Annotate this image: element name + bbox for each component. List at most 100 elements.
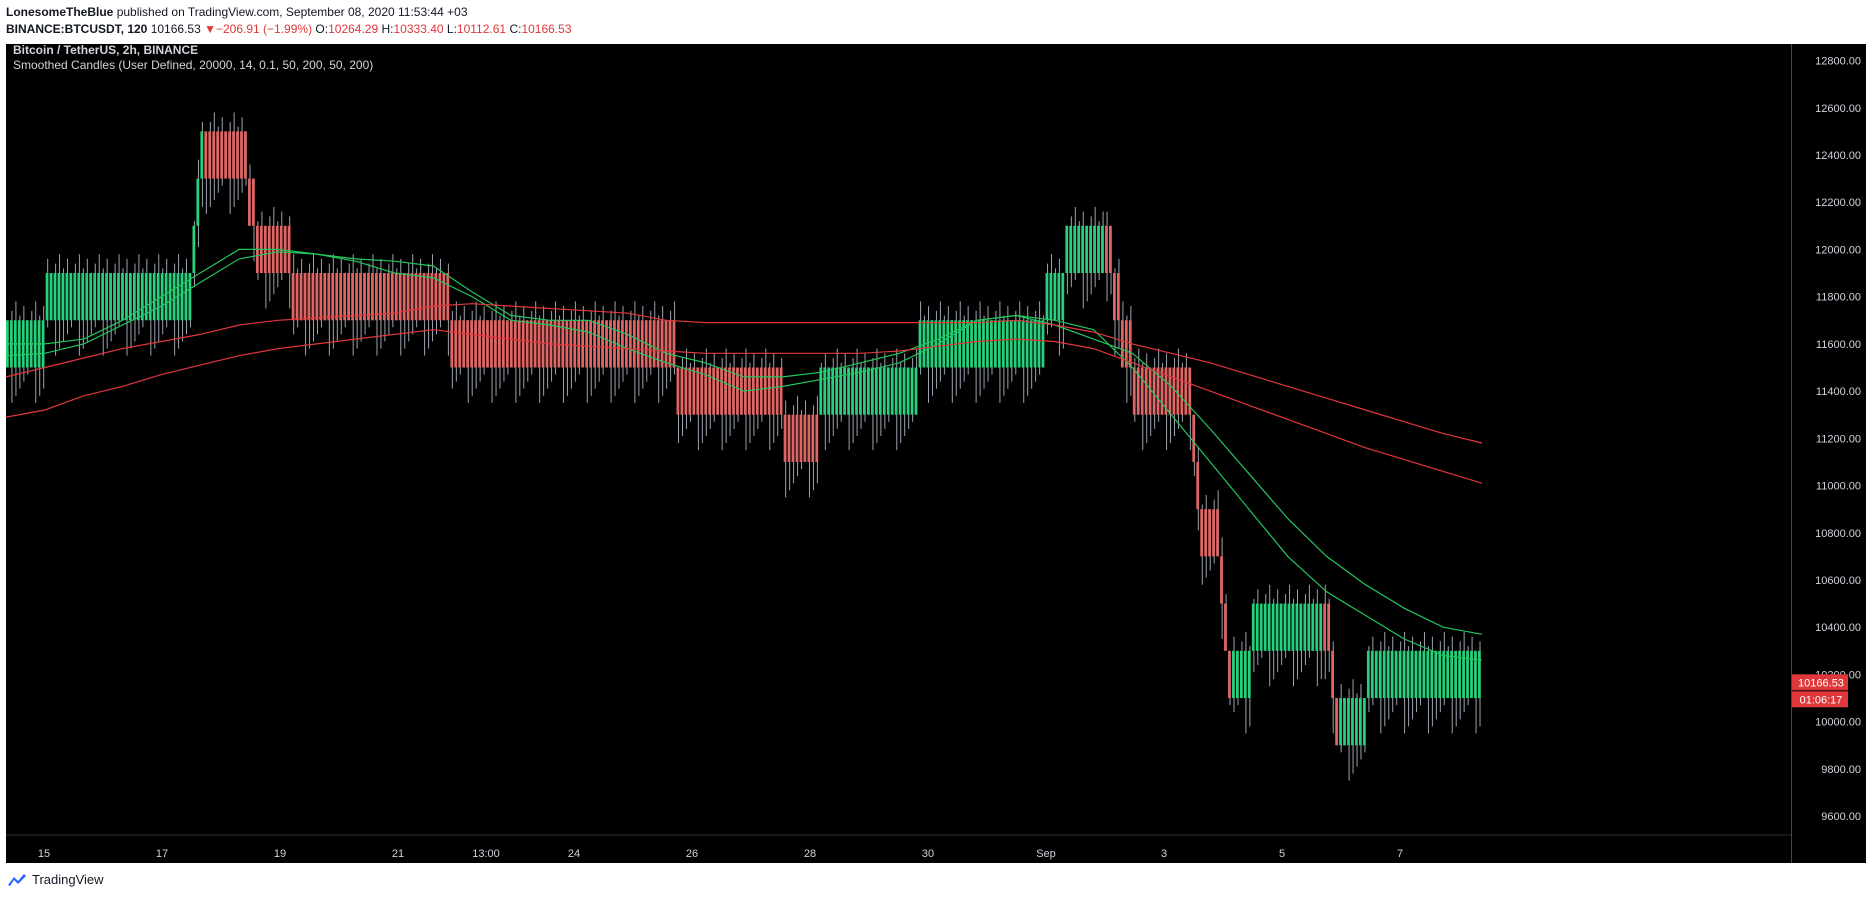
candle-body [728,367,731,415]
time-tick-label: 21 [392,848,404,860]
candle-body [49,273,53,321]
candle-body [938,320,942,368]
candle-body [787,414,791,462]
candle-body [533,320,537,368]
candle-body [125,273,128,321]
candle-body [164,273,168,321]
candle-body [478,320,481,368]
candle-body [688,367,692,415]
candle-body [232,131,235,179]
candle-body [517,320,521,368]
candle-body [53,273,57,321]
candle-body [1013,320,1017,368]
candle-body [347,273,350,321]
ema-slow-line [5,303,1483,444]
footer: TradingView [6,866,306,896]
candle-body [1323,603,1327,651]
chart-title: Bitcoin / TetherUS, 2h, BINANCE [13,44,198,57]
candle-body [1200,509,1204,557]
candle-body [339,273,343,321]
close-label: C: [509,22,522,36]
candle-body [1299,603,1303,651]
candle-body [763,367,767,415]
candle-body [791,414,795,462]
candle-body [1430,650,1434,699]
candle-body [811,414,815,462]
candle-body [470,320,473,368]
chart-pane[interactable]: 15 17 19 21 13:00 24 26 28 30 Sep 3 5 7 Bitcoin / Te… [5,43,1791,863]
candle-body [1398,650,1402,699]
candle-body [454,320,458,368]
candle-body [113,273,116,321]
candle-body [351,273,354,321]
time-tick-label: 28 [804,848,816,860]
candle-body [418,273,422,321]
candle-body [867,367,870,415]
candle-body [1041,320,1045,368]
candle-body [446,273,450,321]
candle-body [708,367,712,415]
countdown-tag-label: 01:06:17 [1800,694,1843,706]
candle-body [291,273,295,321]
candle-body [656,320,660,368]
candle-body [1228,650,1231,699]
candle-body [323,273,327,321]
candle-body [343,273,347,321]
candle-body [1172,367,1176,415]
candle-body [1239,650,1243,699]
candle-body [1160,367,1164,415]
last-price-tag-label: 10166.53 [1798,677,1844,689]
time-tick-label: 30 [922,848,934,860]
candle-body [1085,225,1088,274]
candle-body [1315,603,1319,651]
candle-body [1446,650,1450,699]
candle-body [1017,320,1021,368]
candle-body [438,273,442,321]
candle-body [486,320,489,368]
candle-body [117,273,120,321]
candle-body [775,367,779,415]
candle-body [740,367,743,415]
candle-body [771,367,775,415]
candle-body [1378,650,1382,699]
candle-body [1045,273,1049,321]
candle-body [57,273,61,321]
candle-body [129,273,132,321]
candle-body [1005,320,1009,368]
low-value: 10112.61 [456,22,507,36]
candle-body [755,367,759,415]
author-name[interactable]: LonesomeTheBlue [6,5,114,19]
candle-body [1093,225,1096,274]
candle-body [1458,650,1461,699]
price-axis-canvas[interactable]: 12800.00 12600.00 12400.00 12200.00 12000.00… [1791,44,1866,863]
tradingview-brand[interactable]: TradingView [32,872,104,887]
candle-body [101,273,104,321]
candle-body [97,273,101,321]
candle-body [426,273,430,321]
published-text: published on TradingView.com, September … [116,5,468,19]
candle-body [450,320,454,368]
last-price-tag [1792,674,1848,691]
candle-body [863,367,866,415]
candle-body [1474,650,1477,699]
tradingview-logo-icon[interactable] [6,872,28,888]
candle-body [1132,367,1136,415]
chart-canvas[interactable]: 15 17 19 21 13:00 24 26 28 30 Sep 3 5 7 Bitcoin / Te… [5,43,1791,863]
candle-body [621,320,624,368]
candle-body [1109,225,1112,274]
candle-body [474,320,477,368]
candle-body [93,273,97,321]
candle-body [609,320,612,368]
candle-body [180,273,184,321]
candle-body [624,320,628,368]
candle-body [660,320,664,368]
candle-body [831,367,835,415]
candle-body [136,273,140,321]
candle-body [1394,650,1398,699]
candle-body [795,414,799,462]
price-axis[interactable]: 12800.00 12600.00 12400.00 12200.00 12000.00… [1791,44,1866,863]
candle-body [1208,509,1211,557]
candle-body [561,320,565,368]
candle-body [1470,650,1473,699]
candle-body [914,367,918,415]
